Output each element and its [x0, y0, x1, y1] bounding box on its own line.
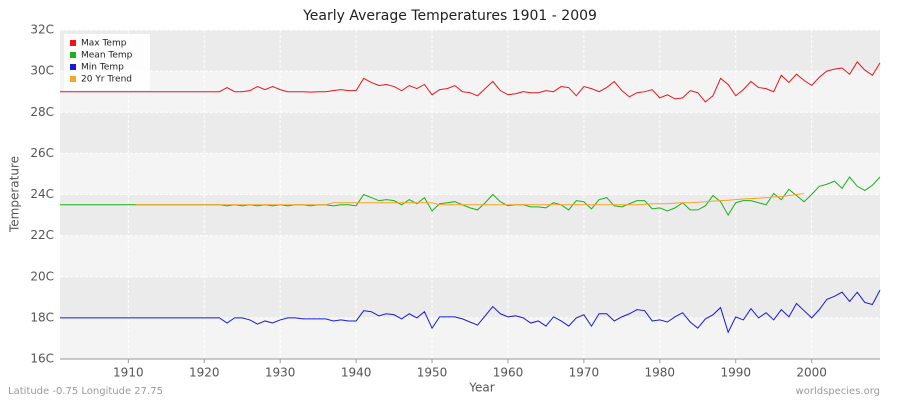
legend-swatch: [70, 64, 76, 70]
legend-label: Mean Temp: [81, 51, 133, 61]
chart-title: Yearly Average Temperatures 1901 - 2009: [302, 8, 597, 24]
x-axis-label: Year: [468, 381, 494, 395]
legend-label: 20 Yr Trend: [81, 75, 132, 85]
legend-swatch: [70, 52, 76, 58]
y-tick-label: 16C: [30, 352, 54, 366]
x-tick-label: 1940: [341, 366, 372, 380]
grid-band: [60, 112, 880, 154]
y-tick-label: 24C: [30, 187, 54, 201]
x-tick-label: 1960: [493, 366, 524, 380]
legend-label: Max Temp: [81, 39, 127, 49]
x-tick-label: 1990: [720, 366, 751, 380]
x-tick-label: 1920: [189, 366, 220, 380]
footer-left: Latitude -0.75 Longitude 27.75: [8, 386, 163, 397]
series-line: [135, 192, 805, 206]
x-tick-label: 1930: [265, 366, 296, 380]
footer-right: worldspecies.org: [796, 386, 880, 397]
series-line: [60, 61, 881, 103]
grid-band: [60, 276, 880, 318]
y-tick-label: 32C: [30, 23, 54, 37]
grid-band: [60, 30, 880, 72]
y-tick-label: 28C: [30, 105, 54, 119]
series-line: [60, 289, 881, 334]
legend-swatch: [70, 76, 76, 82]
y-axis-label: Temperature: [8, 156, 22, 233]
y-tick-label: 26C: [30, 146, 54, 160]
grid-band: [60, 194, 880, 236]
y-tick-label: 30C: [30, 64, 54, 78]
legend-box: [64, 34, 150, 90]
y-tick-label: 22C: [30, 228, 54, 242]
x-tick-label: 1980: [645, 366, 676, 380]
x-tick-label: 1950: [417, 366, 448, 380]
x-tick-label: 1970: [569, 366, 600, 380]
legend-swatch: [70, 40, 76, 46]
legend-label: Min Temp: [81, 63, 124, 73]
x-tick-label: 2000: [796, 366, 827, 380]
y-tick-label: 20C: [30, 269, 54, 283]
y-tick-label: 18C: [30, 310, 54, 324]
x-tick-label: 1910: [113, 366, 144, 380]
